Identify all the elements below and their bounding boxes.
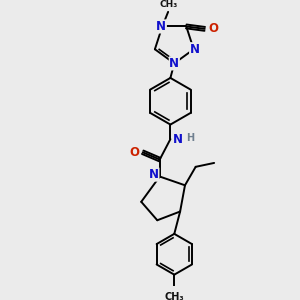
Text: O: O [129,146,139,159]
Text: N: N [190,43,200,56]
Text: N: N [169,57,179,70]
Text: CH₃: CH₃ [159,0,177,9]
Text: N: N [156,20,166,33]
Text: N: N [149,168,159,181]
Text: O: O [208,22,218,35]
Text: H: H [186,133,194,143]
Text: N: N [173,133,183,146]
Text: CH₃: CH₃ [164,292,184,300]
